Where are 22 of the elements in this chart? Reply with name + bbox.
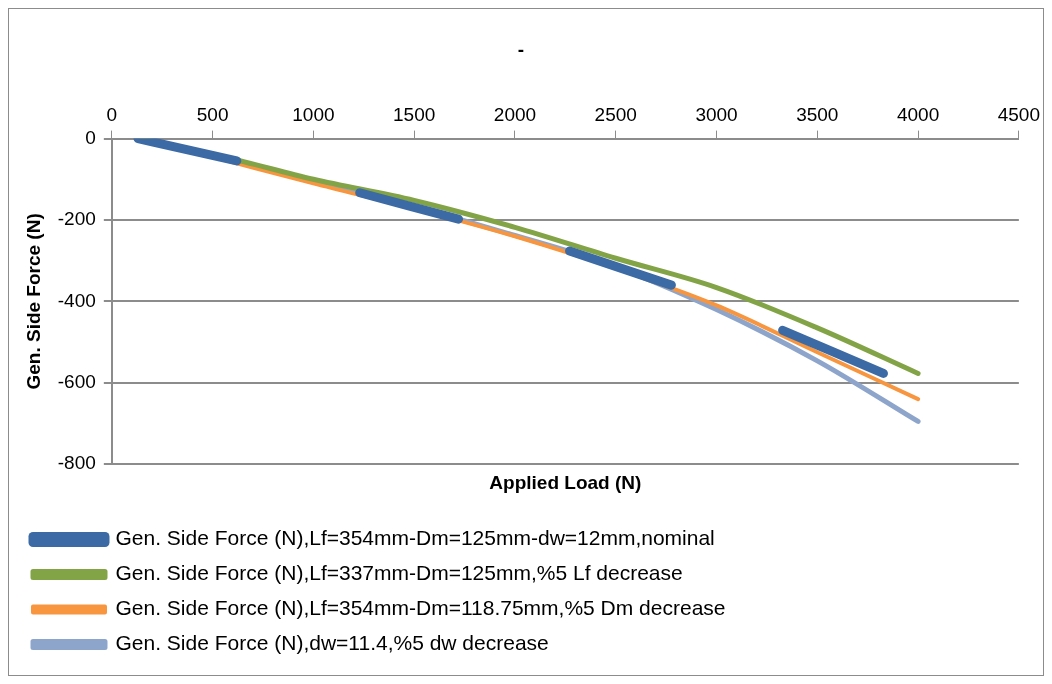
x-tick-label: 4500 <box>997 104 1041 126</box>
x-tick-label: 2500 <box>594 104 637 126</box>
legend-label: Gen. Side Force (N),Lf=354mm-Dm=118.75mm,%5 Dm decrease <box>115 596 726 620</box>
y-tick-label: -400 <box>57 289 96 311</box>
y-tick-label: -600 <box>57 371 96 393</box>
x-tick-label: 0 <box>106 104 118 126</box>
x-tick-label: 3500 <box>796 104 839 126</box>
chart-title: - <box>517 38 525 60</box>
legend-label: Gen. Side Force (N),Lf=337mm-Dm=125mm,%5 Lf decrease <box>115 561 683 585</box>
x-tick-label: 4000 <box>896 104 940 126</box>
y-tick-label: 0 <box>85 126 96 148</box>
x-tick-label: 2000 <box>493 104 537 126</box>
legend-label: Gen. Side Force (N),Lf=354mm-Dm=125mm-dw=12mm,nominal <box>115 526 715 550</box>
legend-label: Gen. Side Force (N),dw=11.4,%5 dw decrease <box>115 631 549 655</box>
x-tick-label: 3000 <box>695 104 738 126</box>
y-axis-title: Gen. Side Force (N) <box>22 213 44 390</box>
x-tick-label: 1500 <box>393 104 436 126</box>
y-tick-label: -800 <box>57 452 96 474</box>
x-tick-label: 1000 <box>292 104 335 126</box>
x-tick-label: 500 <box>196 104 229 126</box>
x-axis-title: Applied Load (N) <box>489 471 642 493</box>
y-tick-label: -200 <box>57 208 96 230</box>
